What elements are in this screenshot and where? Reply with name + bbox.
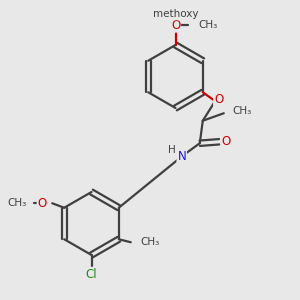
Text: O: O — [221, 135, 230, 148]
Text: Cl: Cl — [86, 268, 97, 281]
Text: O: O — [214, 93, 223, 106]
Text: CH₃: CH₃ — [8, 198, 27, 208]
Text: CH₃: CH₃ — [141, 237, 160, 247]
Text: methoxy: methoxy — [153, 9, 198, 20]
Text: O: O — [38, 197, 47, 210]
Text: CH₃: CH₃ — [198, 20, 217, 30]
Text: N: N — [177, 150, 186, 163]
Text: O: O — [171, 19, 180, 32]
Text: H: H — [168, 145, 176, 155]
Text: CH₃: CH₃ — [233, 106, 252, 116]
